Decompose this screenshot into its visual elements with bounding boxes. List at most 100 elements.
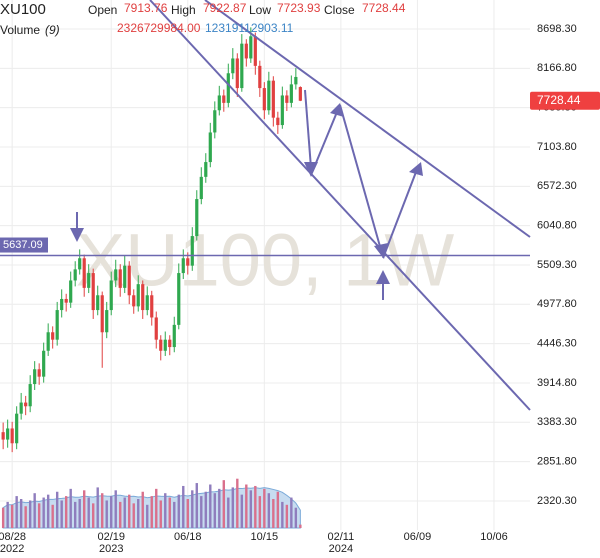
y-tick-label: 8166.80 bbox=[537, 62, 577, 74]
volume-bar bbox=[46, 494, 50, 528]
candle-body bbox=[253, 36, 257, 66]
candle-body bbox=[15, 413, 19, 444]
candle-body bbox=[6, 428, 10, 440]
volume-bar bbox=[245, 484, 248, 528]
volume-bar bbox=[42, 497, 45, 528]
candle-body bbox=[100, 295, 104, 333]
volume-label: Volume bbox=[0, 23, 40, 37]
candle-body bbox=[276, 117, 280, 126]
candle-body bbox=[208, 132, 212, 163]
volume-bar bbox=[78, 499, 81, 528]
candle-body bbox=[87, 273, 91, 288]
candle-body bbox=[267, 80, 271, 111]
candle-body bbox=[249, 36, 253, 59]
volume-bar bbox=[272, 499, 275, 528]
candle-body bbox=[298, 87, 302, 101]
candle-body bbox=[28, 384, 32, 407]
volume-bar bbox=[33, 493, 36, 528]
open-value: 7913.76 bbox=[124, 1, 168, 15]
volume-bar bbox=[204, 491, 207, 528]
y-tick-label: 5509.30 bbox=[537, 259, 577, 271]
x-tick-label: 10/06 bbox=[480, 531, 508, 543]
candle-body bbox=[271, 80, 275, 118]
x-tick-label: 06/18 bbox=[174, 531, 202, 543]
volume-bar bbox=[299, 524, 302, 528]
candle-body bbox=[132, 295, 136, 307]
watermark: XU100, 1W bbox=[76, 219, 455, 302]
volume-bar bbox=[150, 496, 153, 528]
volume-bar bbox=[15, 496, 18, 528]
candle-body bbox=[289, 84, 293, 103]
volume-bar bbox=[37, 503, 41, 528]
volume-bar bbox=[236, 478, 239, 528]
candle-body bbox=[163, 339, 167, 351]
candle-body bbox=[33, 369, 37, 385]
y-tick-label: 4977.80 bbox=[537, 298, 577, 310]
volume-bar bbox=[240, 494, 244, 528]
candle-body bbox=[222, 95, 226, 103]
volume-bar bbox=[164, 493, 167, 528]
open-label: Open bbox=[88, 3, 117, 17]
volume-ma-value: 12319112903.11 bbox=[205, 21, 294, 35]
y-tick-label: 6572.30 bbox=[537, 180, 577, 192]
candle-body bbox=[73, 269, 77, 281]
volume-bar bbox=[209, 484, 212, 528]
candle-body bbox=[285, 95, 289, 103]
candle-body bbox=[60, 298, 64, 311]
candle-body bbox=[105, 310, 109, 333]
candle-body bbox=[244, 43, 248, 59]
x-tick-label: 06/09 bbox=[404, 531, 432, 543]
candle-body bbox=[127, 265, 131, 296]
candle-body bbox=[280, 95, 284, 126]
symbol: XU100 bbox=[0, 1, 46, 18]
y-tick-label: 6040.80 bbox=[537, 220, 577, 232]
volume-bar bbox=[258, 496, 262, 528]
volume-bar bbox=[294, 507, 298, 528]
volume-bar bbox=[55, 491, 59, 528]
arrow-head bbox=[409, 162, 423, 176]
x-year-label: 2024 bbox=[329, 543, 353, 555]
candle-body bbox=[213, 110, 217, 133]
trend-line bbox=[149, 0, 531, 411]
volume-bar bbox=[173, 501, 176, 528]
volume-bar bbox=[24, 506, 27, 528]
volume-bar bbox=[6, 501, 9, 528]
close-label: Close bbox=[324, 3, 355, 17]
volume-bar bbox=[200, 496, 203, 528]
volume-bar bbox=[213, 493, 216, 528]
volume-bar bbox=[137, 499, 140, 528]
x-tick-label: 08/28 bbox=[0, 531, 26, 543]
candle-body bbox=[181, 258, 185, 274]
volume-bar bbox=[19, 499, 23, 528]
price-line-box bbox=[0, 237, 48, 253]
volume-bar bbox=[60, 500, 63, 528]
volume-bar bbox=[155, 488, 158, 528]
candle-body bbox=[46, 332, 50, 351]
volume-bar bbox=[191, 490, 194, 528]
candle-body bbox=[109, 280, 113, 311]
volume-bar bbox=[146, 504, 149, 528]
y-tick-label: 2851.80 bbox=[537, 456, 577, 468]
candle-body bbox=[64, 298, 68, 303]
candles bbox=[1, 27, 302, 453]
volume-bar bbox=[159, 500, 162, 528]
volume-bar bbox=[69, 488, 72, 528]
candle-body bbox=[177, 273, 181, 325]
candle-body bbox=[154, 317, 158, 340]
low-value: 7723.93 bbox=[277, 1, 321, 15]
low-label: Low bbox=[249, 3, 271, 17]
candle-body bbox=[42, 350, 46, 377]
volume-bar bbox=[186, 499, 189, 528]
arrow bbox=[304, 89, 312, 169]
volume-bar bbox=[128, 494, 131, 528]
arrow-head bbox=[376, 270, 390, 284]
candle-body bbox=[19, 402, 23, 414]
candle-body bbox=[168, 339, 172, 348]
candle-body bbox=[78, 258, 82, 270]
volume-pane bbox=[1, 478, 302, 529]
high-value: 7922.87 bbox=[203, 1, 247, 15]
volume-bar bbox=[281, 501, 284, 528]
trend-line bbox=[204, 0, 531, 238]
y-tick-label: 7103.80 bbox=[537, 141, 577, 153]
